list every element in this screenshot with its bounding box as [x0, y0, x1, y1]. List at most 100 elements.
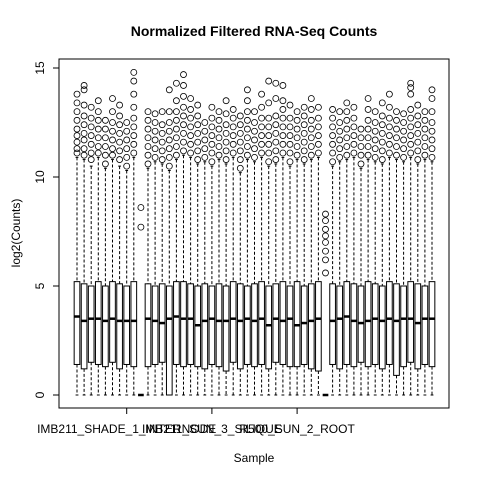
- outlier-point: [87, 114, 95, 122]
- outlier-point: [73, 99, 81, 107]
- box-34: [307, 95, 315, 396]
- box-body: [208, 285, 216, 365]
- outlier-point: [428, 127, 436, 135]
- outlier-point: [322, 210, 329, 218]
- outlier-point: [300, 103, 308, 111]
- outlier-point: [343, 143, 351, 150]
- outlier-point: [215, 108, 223, 115]
- y-tick-label: 10: [33, 170, 47, 184]
- box-37: [329, 106, 337, 396]
- outlier-point: [258, 103, 266, 111]
- outlier-point: [194, 101, 202, 109]
- box-body: [173, 281, 180, 365]
- box-43: [371, 108, 379, 396]
- outlier-point: [265, 77, 273, 85]
- outlier-point: [251, 127, 258, 135]
- outlier-point: [279, 106, 287, 113]
- outlier-point: [336, 108, 344, 115]
- box-10: [137, 204, 145, 397]
- outlier-point: [215, 143, 223, 150]
- outlier-point: [94, 116, 102, 124]
- outlier-point: [421, 108, 429, 115]
- box-body: [73, 281, 81, 365]
- outlier-point: [158, 147, 166, 155]
- box-49: [414, 101, 422, 396]
- outlier-point: [130, 68, 138, 76]
- box-body: [329, 283, 336, 365]
- box-13: [158, 108, 166, 396]
- outlier-point: [222, 97, 230, 105]
- outlier-point: [414, 101, 422, 109]
- box-body: [315, 281, 322, 372]
- box-8: [123, 119, 131, 396]
- outlier-point: [400, 119, 408, 126]
- outlier-point: [293, 143, 301, 150]
- outlier-point: [251, 108, 258, 115]
- outlier-point: [371, 153, 379, 161]
- outlier-point: [272, 129, 280, 137]
- outlier-point: [194, 156, 202, 163]
- outlier-point: [307, 125, 315, 133]
- outlier-point: [314, 103, 322, 111]
- box-body: [187, 283, 194, 365]
- outlier-point: [102, 134, 109, 142]
- box-5: [102, 116, 109, 396]
- outlier-point: [393, 125, 400, 133]
- box-3: [87, 103, 95, 396]
- outlier-point: [279, 123, 287, 131]
- outlier-point: [94, 108, 102, 115]
- outlier-point: [329, 123, 337, 131]
- box-39: [343, 99, 351, 396]
- box-body: [80, 283, 88, 370]
- outlier-point: [94, 125, 102, 133]
- outlier-point: [322, 247, 329, 255]
- outlier-point: [144, 151, 152, 159]
- box-body: [180, 281, 187, 368]
- box-body: [229, 281, 237, 363]
- outlier-point: [407, 106, 415, 113]
- box-body: [428, 281, 436, 368]
- outlier-point: [300, 138, 308, 146]
- box-42: [364, 95, 372, 396]
- outlier-point: [307, 143, 315, 150]
- outlier-point: [130, 140, 138, 148]
- outlier-point: [364, 95, 372, 102]
- outlier-point: [87, 103, 95, 111]
- y-tick-label: 0: [33, 391, 47, 398]
- box-9: [130, 68, 138, 396]
- outlier-point: [80, 86, 88, 94]
- outlier-point: [102, 116, 109, 124]
- outlier-point: [144, 108, 152, 115]
- outlier-point: [300, 129, 308, 137]
- outlier-point: [158, 156, 166, 163]
- outlier-point: [343, 151, 351, 159]
- outlier-point: [300, 121, 308, 129]
- outlier-point: [336, 127, 344, 135]
- outlier-point: [300, 147, 308, 155]
- outlier-point: [243, 134, 251, 142]
- outlier-point: [414, 138, 422, 146]
- outlier-point: [265, 140, 273, 148]
- outlier-point: [116, 156, 123, 163]
- box-27: [258, 90, 266, 396]
- outlier-point: [322, 232, 329, 240]
- box-36: [322, 210, 329, 397]
- outlier-point: [94, 149, 102, 157]
- box-29: [272, 79, 280, 396]
- outlier-point: [215, 134, 223, 142]
- x-axis: IMB211_SHADE_1_INTERNODEIMB211_SUN_3_SIL…: [37, 408, 355, 436]
- outlier-point: [144, 116, 152, 124]
- outlier-point: [222, 121, 230, 129]
- outlier-point: [322, 238, 329, 246]
- box-body: [378, 285, 386, 370]
- outlier-point: [80, 129, 88, 137]
- outlier-point: [414, 147, 422, 155]
- box-body: [123, 285, 131, 365]
- outlier-point: [329, 132, 337, 139]
- outlier-point: [180, 103, 187, 111]
- outlier-point: [343, 99, 351, 107]
- outlier-point: [80, 136, 88, 144]
- y-tick-label: 15: [33, 61, 47, 75]
- box-21: [215, 108, 223, 396]
- outlier-point: [414, 156, 422, 163]
